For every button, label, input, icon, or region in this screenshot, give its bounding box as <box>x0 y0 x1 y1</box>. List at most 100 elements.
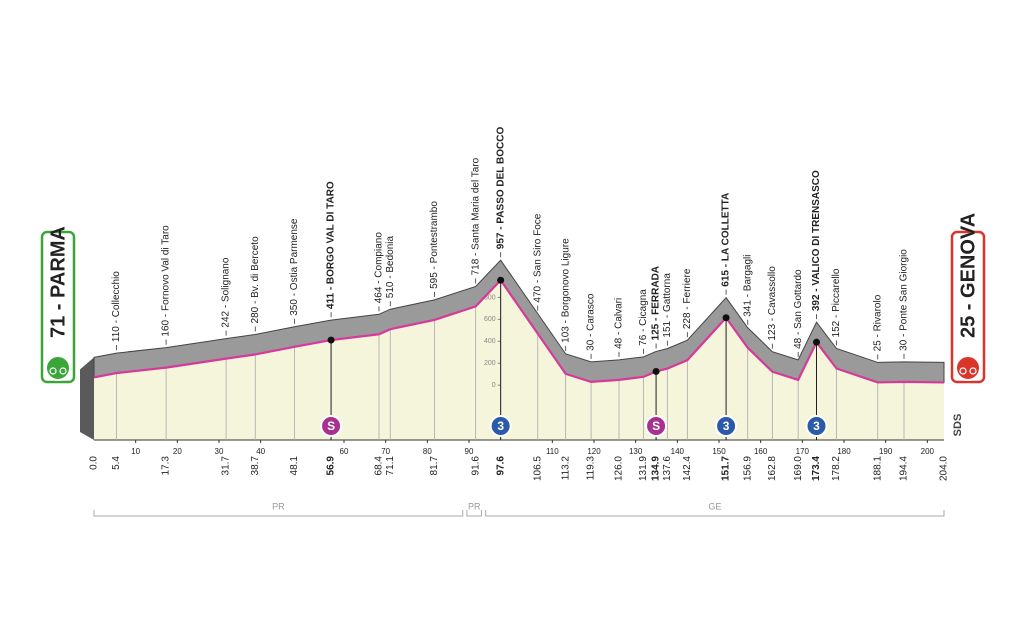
x-tick-label: 160 <box>754 447 768 456</box>
km-label: 156.9 <box>742 456 753 481</box>
x-tick-label: 10 <box>131 447 140 456</box>
km-label: 169.0 <box>793 456 804 481</box>
waypoint-label: 464 - Compiano <box>374 232 385 304</box>
km-label: 113.2 <box>560 456 571 481</box>
waypoint-label: 341 - Bargagli <box>742 254 753 316</box>
finish-icon <box>955 355 981 381</box>
waypoint-label: 957 - PASSO DEL BOCCO <box>495 127 506 250</box>
summit-dot <box>327 336 335 344</box>
logo: SDS <box>952 414 964 437</box>
region-label: PR <box>272 501 285 511</box>
marker <box>320 415 343 437</box>
x-tick-label: 190 <box>879 447 893 456</box>
waypoint-label: 152 - Piccarello <box>831 268 842 337</box>
marker-label: S <box>652 419 660 433</box>
km-label: 97.6 <box>495 456 506 476</box>
km-label: 106.5 <box>532 456 543 481</box>
profile-area <box>94 280 944 440</box>
km-label: 81.7 <box>429 456 440 476</box>
waypoint-label: 48 - San Gottardo <box>793 269 804 349</box>
marker <box>489 415 512 437</box>
x-tick-label: 40 <box>256 447 265 456</box>
km-label: 173.4 <box>811 456 822 481</box>
x-tick-label: 80 <box>423 447 432 456</box>
x-tick-label: 180 <box>837 447 851 456</box>
km-label: 17.3 <box>161 456 172 476</box>
region-bracket <box>93 510 464 517</box>
waypoint-label: 411 - BORGO VAL DI TARO <box>326 181 337 309</box>
start-wheel <box>49 367 57 375</box>
waypoint-label: 595 - Pontestrambo <box>429 201 440 289</box>
waypoint-label: 392 - VALICO DI TRENSASCO <box>811 170 822 311</box>
km-label: 5.4 <box>111 456 122 470</box>
x-tick-label: 200 <box>921 447 935 456</box>
km-label: 38.7 <box>250 456 261 476</box>
x-tick-label: 90 <box>465 447 474 456</box>
marker <box>805 415 828 437</box>
km-label: 56.9 <box>326 456 337 476</box>
km-label: 119.3 <box>586 456 597 481</box>
y-tick-label: 200 <box>484 360 496 367</box>
waypoint-label: 350 - Ostia Parmense <box>289 218 300 316</box>
km-label: 162.8 <box>767 456 778 481</box>
marker <box>645 415 668 437</box>
y-tick-label: 0 <box>492 382 496 389</box>
y-tick-label: 400 <box>484 338 496 345</box>
km-label: 142.4 <box>682 456 693 481</box>
km-label: 194.4 <box>899 456 910 481</box>
finish-box <box>950 230 986 384</box>
marker <box>715 415 738 437</box>
km-label: 151.7 <box>721 456 732 481</box>
y-tick-label: 600 <box>484 316 496 323</box>
summit-dot <box>652 367 660 375</box>
km-label: 137.6 <box>662 456 673 481</box>
km-label: 0.0 <box>89 456 100 470</box>
marker-label: 3 <box>813 419 820 433</box>
summit-dot <box>813 338 820 346</box>
waypoint-label: 160 - Fornovo Val di Taro <box>161 225 172 337</box>
region-label: GE <box>708 501 721 511</box>
summit-dot <box>497 276 505 284</box>
start-wheel <box>59 367 67 375</box>
waypoint-label: 151 - Gattorna <box>662 273 673 338</box>
x-tick-label: 140 <box>671 447 685 456</box>
waypoint-label: 76 - Cicagna <box>638 289 649 346</box>
region-bracket <box>466 510 482 517</box>
km-label: 91.6 <box>470 456 481 476</box>
waypoint-label: 110 - Collecchio <box>111 271 122 342</box>
x-tick-label: 170 <box>796 447 810 456</box>
waypoint-label: 228 - Ferriere <box>682 268 693 329</box>
x-tick-label: 110 <box>546 447 559 456</box>
finish-wheel <box>969 367 977 375</box>
x-tick-label: 20 <box>173 447 182 456</box>
finish-wheel <box>959 367 967 375</box>
start-label: 71 - PARMA <box>47 226 69 338</box>
marker-label: 3 <box>723 419 730 433</box>
x-tick-label: 30 <box>215 447 224 456</box>
km-label: 126.0 <box>614 456 625 481</box>
x-tick-label: 150 <box>712 447 726 456</box>
region-label: PR <box>468 501 481 511</box>
waypoint-label: 510 - Bedonia <box>385 236 396 299</box>
km-label: 48.1 <box>289 456 300 476</box>
marker-label: 3 <box>497 419 504 433</box>
waypoint-label: 48 - Calvari <box>614 298 625 349</box>
summit-dot <box>722 314 730 322</box>
x-tick-label: 60 <box>340 447 349 456</box>
km-label: 134.9 <box>651 456 662 481</box>
km-label: 204.0 <box>939 456 950 481</box>
x-tick-label: 70 <box>381 447 390 456</box>
km-label: 131.9 <box>638 456 649 481</box>
start-box <box>40 230 76 384</box>
waypoint-label: 25 - Rivarolo <box>872 294 883 351</box>
km-label: 188.1 <box>872 456 883 481</box>
waypoint-label: 718 - Santa Maria del Taro <box>470 157 481 275</box>
y-tick-label: 800 <box>484 294 496 301</box>
km-label: 71.1 <box>385 456 396 476</box>
waypoint-label: 242 - Solignano <box>221 257 232 327</box>
x-tick-label: 130 <box>629 447 643 456</box>
waypoint-label: 615 - LA COLLETTA <box>721 193 732 287</box>
waypoint-label: 30 - Carasco <box>586 293 597 351</box>
marker-label: S <box>327 419 335 433</box>
